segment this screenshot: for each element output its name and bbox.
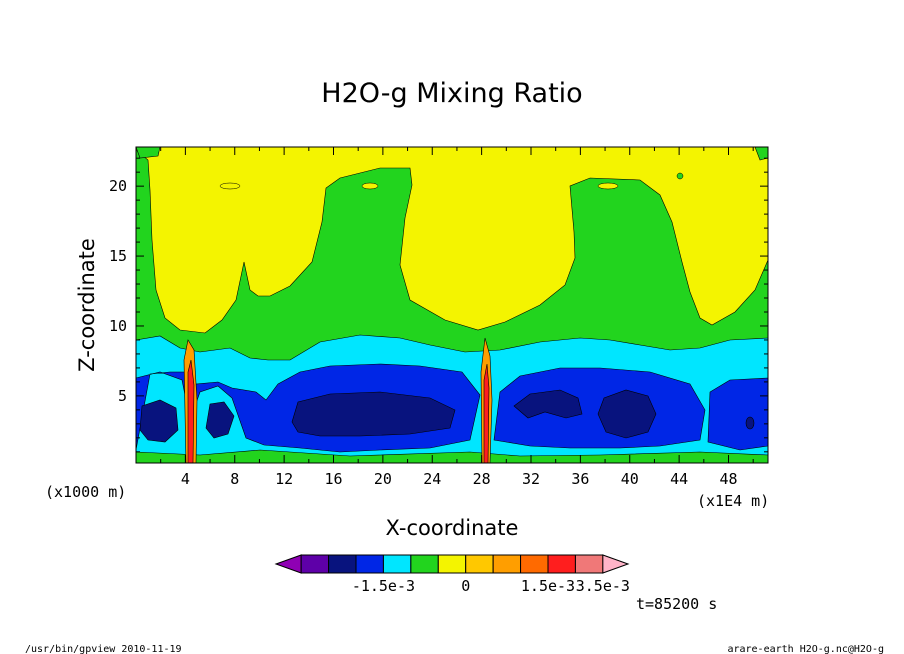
yellow-patch-3 <box>597 182 619 190</box>
x-tick-label: 8 <box>230 470 239 488</box>
green-dot <box>676 172 684 180</box>
region-navy-2 <box>205 401 235 439</box>
y-tick-label: 20 <box>109 177 127 195</box>
plot-frame <box>135 146 769 464</box>
region-navy-3 <box>291 391 456 437</box>
colorbar-label: -1.5e-3 <box>352 577 415 595</box>
yellow-patch-2 <box>361 182 379 190</box>
x-unit-note: (x1E4 m) <box>697 492 769 510</box>
chart-title: H2O-g Mixing Ratio <box>321 78 582 109</box>
colorbar-label: 0 <box>461 577 470 595</box>
time-annotation: t=85200 s <box>636 595 717 613</box>
footer-right: arare-earth_H2O-g.nc@H2O-g <box>727 644 884 654</box>
region-navy-1 <box>139 399 179 443</box>
x-tick-label: 48 <box>719 470 737 488</box>
colorbar <box>274 554 630 574</box>
x-tick-label: 12 <box>275 470 293 488</box>
x-tick-label: 24 <box>423 470 441 488</box>
x-tick-label: 28 <box>473 470 491 488</box>
region-green-top-right <box>754 147 768 161</box>
region-green-top <box>136 147 161 159</box>
x-axis-ticks: 4 8 12 16 20 24 28 32 36 40 44 48 <box>160 147 754 488</box>
x-tick-label: 20 <box>374 470 392 488</box>
column-right-red <box>483 363 490 463</box>
colorbar-swatch <box>355 554 384 574</box>
contour-field <box>136 147 768 463</box>
region-navy-5 <box>597 389 657 439</box>
colorbar-label: 3.5e-3 <box>576 577 630 595</box>
footer-left: /usr/bin/gpview 2010-11-19 <box>25 644 182 654</box>
x-tick-label: 32 <box>522 470 540 488</box>
x-tick-label: 4 <box>181 470 190 488</box>
x-tick-label: 16 <box>324 470 342 488</box>
y-tick-label: 5 <box>118 387 127 405</box>
region-blue-right <box>493 367 706 449</box>
column-left-red <box>187 359 195 463</box>
y-axis-label: Z-coordinate <box>75 238 99 372</box>
region-navy-6 <box>745 416 755 430</box>
colorbar-swatch <box>300 554 330 574</box>
colorbar-swatch <box>547 554 576 574</box>
colorbar-swatch <box>382 554 412 574</box>
y-unit-note: (x1000 m) <box>45 483 126 501</box>
colorbar-min-arrow <box>274 554 302 574</box>
y-tick-label: 10 <box>109 317 127 335</box>
region-navy-4 <box>513 389 583 419</box>
y-tick-label: 15 <box>109 247 127 265</box>
colorbar-swatch <box>574 554 604 574</box>
y-axis-ticks: 5 10 15 20 <box>109 157 768 453</box>
x-tick-label: 40 <box>621 470 639 488</box>
x-axis-label: X-coordinate <box>386 516 519 540</box>
colorbar-label: 1.5e-3 <box>521 577 575 595</box>
colorbar-labels: -1.5e-3 0 1.5e-3 3.5e-3 <box>352 577 630 595</box>
colorbar-swatch <box>465 554 494 574</box>
region-blue-farright <box>707 377 768 451</box>
colorbar-swatch <box>410 554 439 574</box>
yellow-patch-1 <box>219 182 241 190</box>
colorbar-swatch <box>492 554 522 574</box>
x-tick-label: 36 <box>571 470 589 488</box>
colorbar-swatch <box>328 554 357 574</box>
colorbar-swatch <box>520 554 549 574</box>
x-tick-label: 44 <box>670 470 688 488</box>
colorbar-max-arrow <box>602 554 630 574</box>
colorbar-swatch <box>437 554 467 574</box>
